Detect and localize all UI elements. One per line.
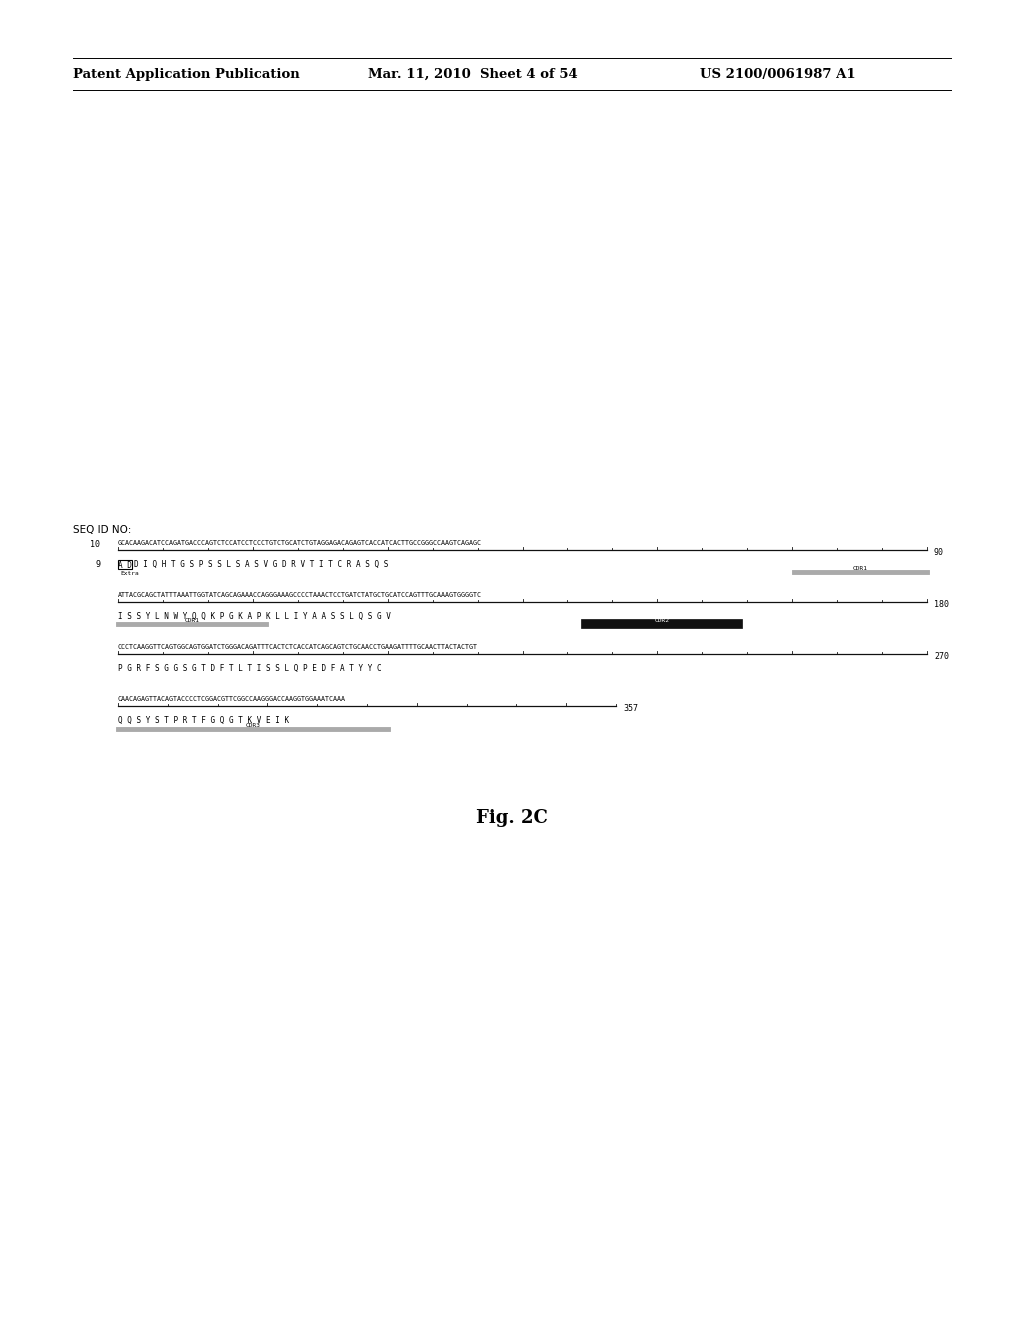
Text: CDR3: CDR3: [246, 723, 260, 729]
Text: Extra: Extra: [120, 572, 138, 576]
Text: 9: 9: [95, 560, 100, 569]
Text: CDR2: CDR2: [654, 618, 670, 623]
Text: CAACAGAGTTACAGTACCCCTCGGACGTTCGGCCAAGGGACCAAGGTGGAAATCAAA: CAACAGAGTTACAGTACCCCTCGGACGTTCGGCCAAGGGA…: [118, 696, 346, 702]
Text: CDR1: CDR1: [853, 566, 868, 572]
Text: Q Q S Y S T P R T F G Q G T K V E I K: Q Q S Y S T P R T F G Q G T K V E I K: [118, 715, 289, 725]
Text: GCACAAGACATCCAGATGACCCAGTCTCCATCCTCCCTGTCTGCATCTGTAGGAGACAGAGTCACCATCACTTGCCGGGC: GCACAAGACATCCAGATGACCCAGTCTCCATCCTCCCTGT…: [118, 540, 482, 546]
Text: SEQ ID NO:: SEQ ID NO:: [73, 525, 131, 535]
Text: US 2100/0061987 A1: US 2100/0061987 A1: [700, 69, 856, 81]
Text: Patent Application Publication: Patent Application Publication: [73, 69, 300, 81]
Text: 270: 270: [934, 652, 949, 661]
Text: I S S Y L N W Y Q Q K P G K A P K L L I Y A A S S L Q S G V: I S S Y L N W Y Q Q K P G K A P K L L I …: [118, 612, 391, 620]
Text: Fig. 2C: Fig. 2C: [476, 809, 548, 828]
Bar: [118, 560, 132, 569]
Text: A D: A D: [118, 561, 132, 570]
Text: CCCTCAAGGTTCAGTGGCAGTGGATCTGGGACAGATTTCACTCTCACCATCAGCAGTCTGCAACCTGAAGATTTTGCAAC: CCCTCAAGGTTCAGTGGCAGTGGATCTGGGACAGATTTCA…: [118, 644, 478, 649]
Text: 10: 10: [90, 540, 100, 549]
Text: 180: 180: [934, 601, 949, 609]
Text: CDR1: CDR1: [184, 618, 200, 623]
Text: Mar. 11, 2010  Sheet 4 of 54: Mar. 11, 2010 Sheet 4 of 54: [368, 69, 578, 81]
Text: D I Q H T G S P S S L S A S V G D R V T I T C R A S Q S: D I Q H T G S P S S L S A S V G D R V T …: [134, 560, 388, 569]
Text: ATTACGCAGCTATTTAAATTGGTATCAGCAGAAACCAGGGAAAGCCCCTAAACTCCTGATCTATGCTGCATCCAGTTTGC: ATTACGCAGCTATTTAAATTGGTATCAGCAGAAACCAGGG…: [118, 591, 482, 598]
Text: 90: 90: [934, 548, 944, 557]
Text: P G R F S G G S G T D F T L T I S S L Q P E D F A T Y Y C: P G R F S G G S G T D F T L T I S S L Q …: [118, 664, 382, 673]
Text: 357: 357: [623, 704, 638, 713]
